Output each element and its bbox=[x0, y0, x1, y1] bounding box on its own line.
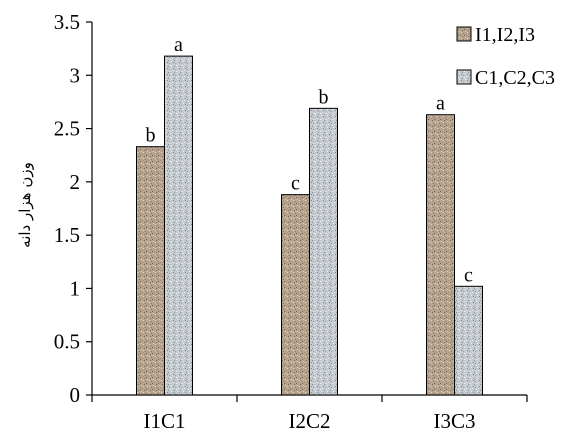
bar-letter-label: a bbox=[436, 93, 445, 115]
bar-series-group bbox=[136, 55, 483, 396]
legend-label-series-2: C1,C2,C3 bbox=[475, 67, 555, 89]
bar-series-2-I2C2 bbox=[309, 107, 338, 396]
bar-series-2-I3C3 bbox=[454, 285, 483, 396]
y-axis-title: وزن هزار دانه bbox=[16, 162, 34, 248]
x-axis-ticks: I1C1 I2C2 I3C3 bbox=[91, 395, 528, 433]
x-tick-label: I3C3 bbox=[434, 409, 476, 433]
y-tick-label: 0.5 bbox=[54, 330, 80, 354]
legend: I1,I2,I3 C1,C2,C3 bbox=[456, 24, 555, 89]
bar-letter-label: c bbox=[464, 264, 473, 286]
bar-letter-label: a bbox=[174, 34, 183, 56]
y-tick-label: 0 bbox=[70, 383, 81, 407]
y-axis-ticks: 0 0.5 1 1.5 2 2.5 3 3.5 bbox=[54, 10, 92, 407]
legend-label-series-1: I1,I2,I3 bbox=[475, 24, 535, 46]
y-tick-label: 2.5 bbox=[54, 117, 80, 141]
y-tick-label: 3.5 bbox=[54, 10, 80, 34]
bar-series-1-I2C2 bbox=[281, 194, 310, 396]
y-tick-label: 1 bbox=[70, 276, 81, 300]
bar-series-1-I3C3 bbox=[426, 114, 455, 396]
legend-swatch-series-1 bbox=[456, 26, 472, 42]
bar-letter-label: b bbox=[319, 86, 329, 108]
y-tick-label: 2 bbox=[70, 170, 81, 194]
data-labels-group: b c a a b c bbox=[146, 34, 474, 286]
bar-series-2-I1C1 bbox=[164, 55, 193, 396]
bar-letter-label: c bbox=[291, 173, 300, 195]
bar-letter-label: b bbox=[146, 125, 156, 147]
y-tick-label: 3 bbox=[70, 63, 81, 87]
bar-series-1-I1C1 bbox=[136, 146, 165, 396]
y-tick-label: 1.5 bbox=[54, 223, 80, 247]
x-tick-label: I1C1 bbox=[144, 409, 186, 433]
x-tick-label: I2C2 bbox=[289, 409, 331, 433]
legend-swatch-series-2 bbox=[456, 69, 472, 85]
